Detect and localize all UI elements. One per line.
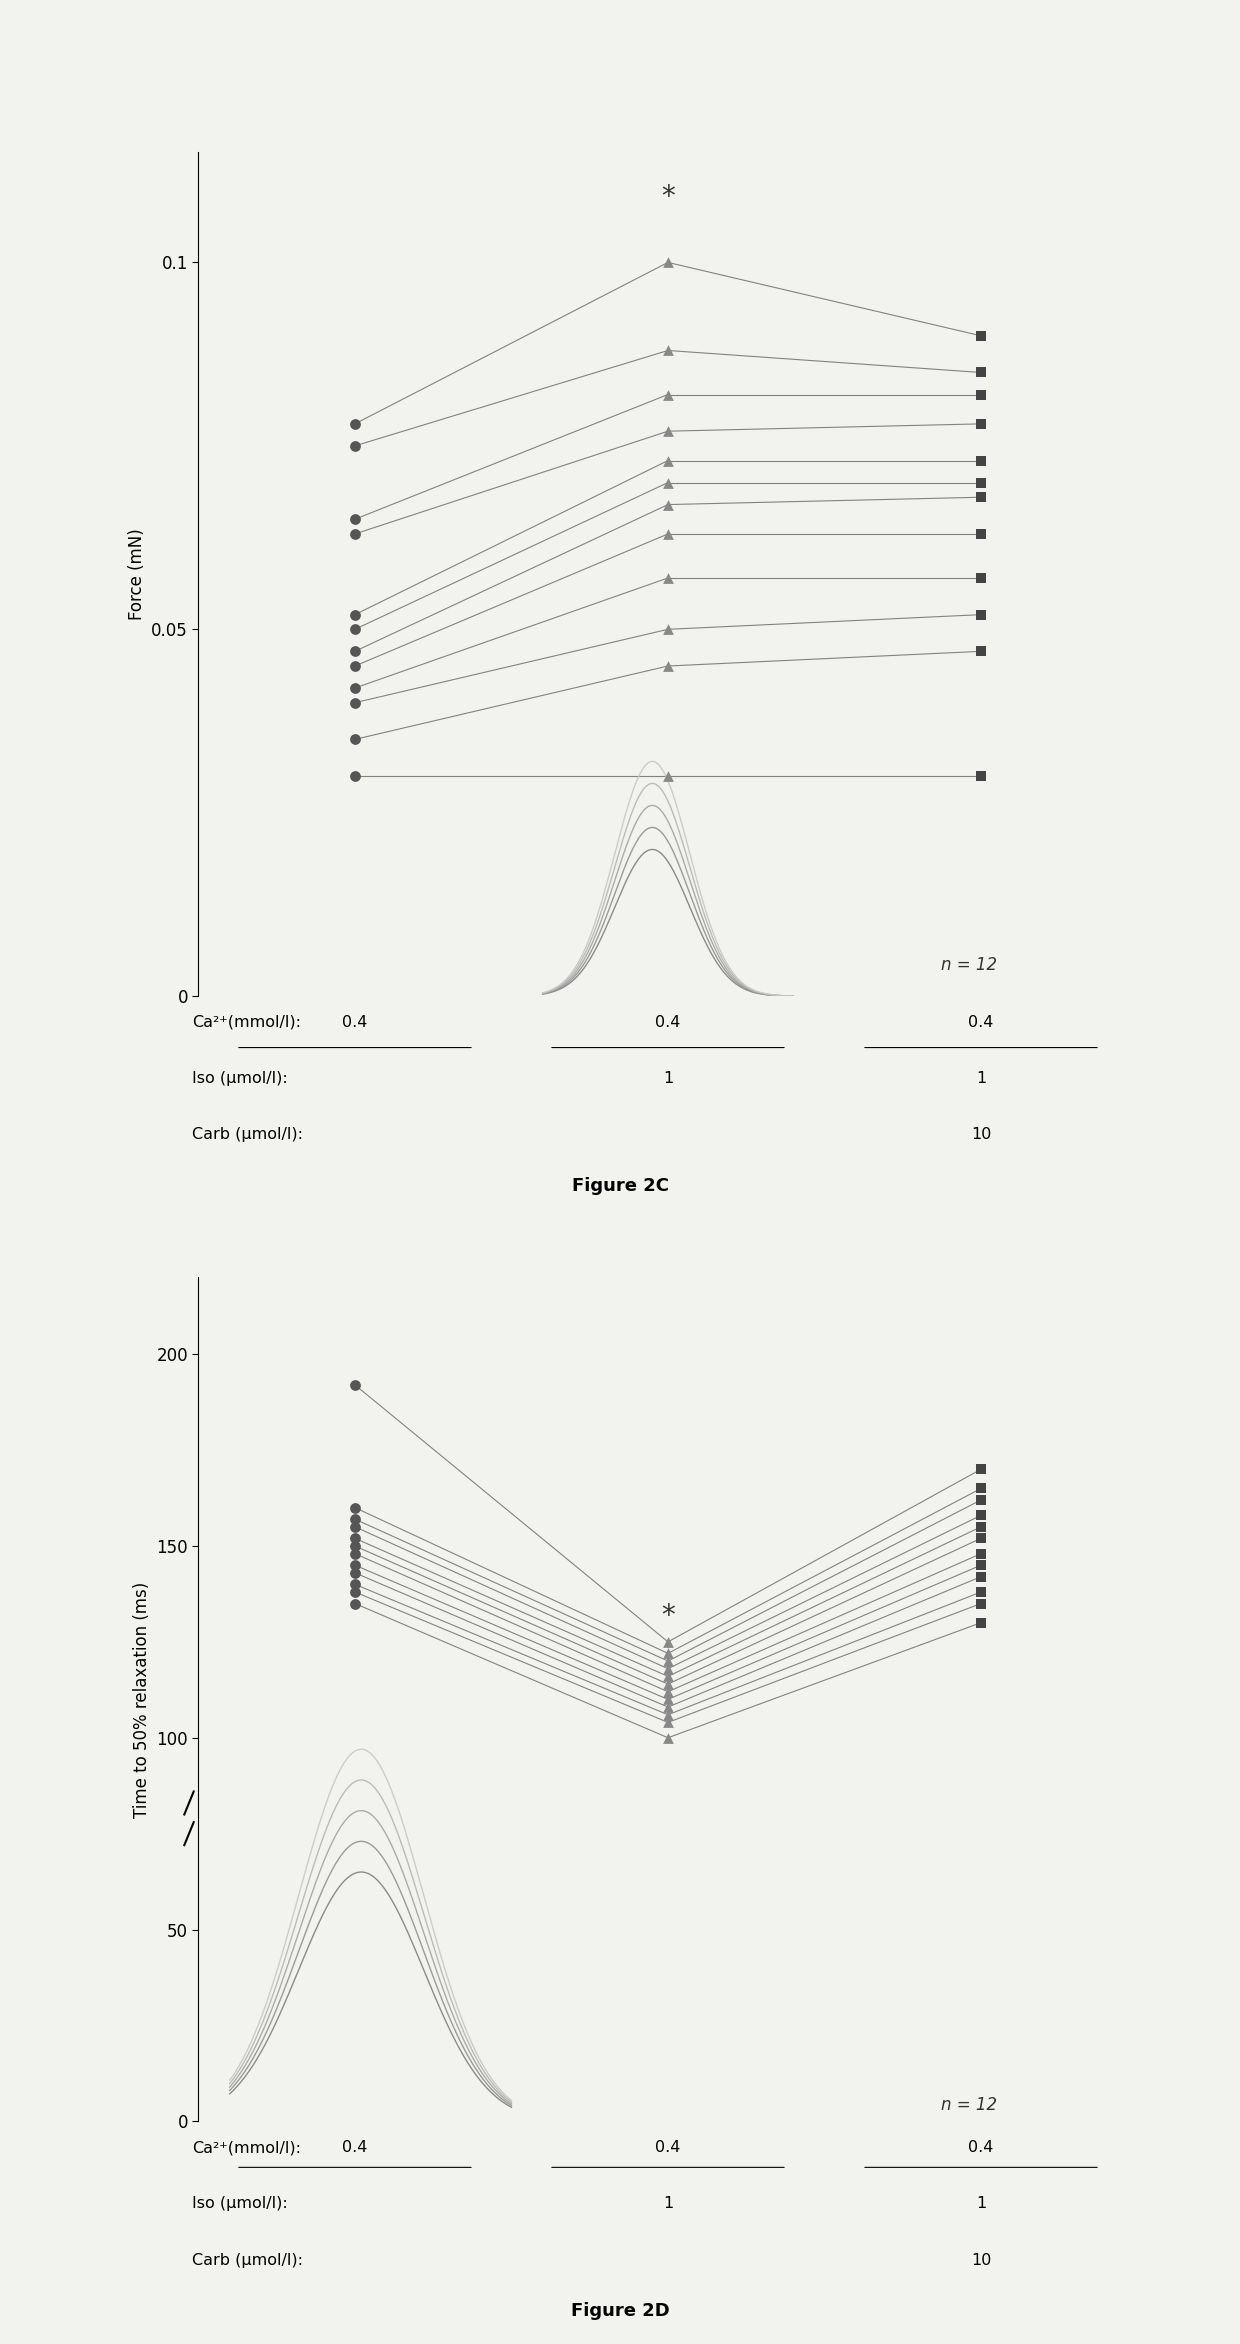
Text: *: * (661, 1603, 675, 1631)
Point (658, 413, 678, 450)
Point (658, 1657, 678, 1695)
Point (658, 516, 678, 553)
Y-axis label: Force (mN): Force (mN) (128, 527, 145, 621)
Point (658, 1688, 678, 1725)
Point (345, 684, 365, 722)
Point (658, 609, 678, 647)
Point (658, 375, 678, 413)
Point (658, 1622, 678, 1660)
Point (658, 1681, 678, 1718)
Text: Figure 2D: Figure 2D (570, 2302, 670, 2321)
Point (345, 1585, 365, 1622)
Text: Figure 2C: Figure 2C (572, 1177, 668, 1195)
Point (971, 1495, 991, 1533)
Point (345, 427, 365, 464)
Text: 1: 1 (663, 2196, 673, 2210)
Point (971, 516, 991, 553)
Point (345, 670, 365, 708)
Point (971, 633, 991, 670)
Point (971, 464, 991, 502)
Point (345, 1566, 365, 1603)
Point (971, 1603, 991, 1641)
Point (345, 1573, 365, 1610)
Point (658, 1643, 678, 1681)
Point (345, 720, 365, 757)
Text: 0.4: 0.4 (342, 1015, 367, 1029)
Point (971, 354, 991, 391)
Text: Ca²⁺(mmol/l):: Ca²⁺(mmol/l): (192, 2140, 301, 2154)
Text: 0.4: 0.4 (655, 2140, 681, 2154)
Point (971, 375, 991, 413)
Point (345, 1519, 365, 1556)
Point (345, 595, 365, 633)
Point (658, 1674, 678, 1711)
Point (971, 441, 991, 478)
Text: Carb (μmol/l):: Carb (μmol/l): (192, 2253, 304, 2267)
Point (345, 1535, 365, 1573)
Point (658, 441, 678, 478)
Text: 0.4: 0.4 (968, 2140, 993, 2154)
Point (345, 1500, 365, 1538)
Point (658, 757, 678, 795)
Point (345, 516, 365, 553)
Point (658, 485, 678, 523)
Point (971, 595, 991, 633)
Point (345, 609, 365, 647)
Point (971, 1470, 991, 1507)
Point (971, 1535, 991, 1573)
Text: 10: 10 (971, 2253, 991, 2267)
Point (971, 1451, 991, 1488)
Point (658, 1634, 678, 1671)
Point (658, 1664, 678, 1702)
Point (345, 757, 365, 795)
Point (345, 633, 365, 670)
Point (658, 1704, 678, 1742)
Text: 1: 1 (976, 1071, 986, 1085)
Point (971, 560, 991, 598)
Point (658, 1718, 678, 1756)
Point (971, 1559, 991, 1596)
Point (658, 333, 678, 370)
Text: n = 12: n = 12 (941, 956, 997, 975)
Point (658, 464, 678, 502)
Text: 0.4: 0.4 (655, 1015, 681, 1029)
Point (971, 1547, 991, 1585)
Point (971, 478, 991, 516)
Text: *: * (661, 183, 675, 211)
Point (345, 1488, 365, 1526)
Point (658, 647, 678, 684)
Text: 1: 1 (663, 1071, 673, 1085)
Text: 0.4: 0.4 (342, 2140, 367, 2154)
Point (971, 406, 991, 443)
Point (345, 502, 365, 539)
Point (971, 1573, 991, 1610)
Text: 10: 10 (971, 1127, 991, 1142)
Point (345, 1547, 365, 1585)
Text: 1: 1 (976, 2196, 986, 2210)
Text: Ca²⁺(mmol/l):: Ca²⁺(mmol/l): (192, 1015, 301, 1029)
Point (971, 1507, 991, 1545)
Point (971, 1585, 991, 1622)
Point (345, 1507, 365, 1545)
Text: n = 12: n = 12 (941, 2096, 997, 2114)
Text: Iso (μmol/l):: Iso (μmol/l): (192, 2196, 288, 2210)
Point (971, 757, 991, 795)
Text: 0.4: 0.4 (968, 1015, 993, 1029)
Point (658, 244, 678, 281)
Point (658, 1650, 678, 1688)
Point (658, 1697, 678, 1735)
Point (345, 1528, 365, 1566)
Text: Iso (μmol/l):: Iso (μmol/l): (192, 1071, 288, 1085)
Y-axis label: Time to 50% relaxation (ms): Time to 50% relaxation (ms) (133, 1582, 151, 1817)
Point (971, 316, 991, 354)
Point (345, 647, 365, 684)
Point (971, 1481, 991, 1519)
Text: Carb (μmol/l):: Carb (μmol/l): (192, 1127, 304, 1142)
Point (658, 560, 678, 598)
Point (971, 1519, 991, 1556)
Point (345, 1554, 365, 1592)
Point (345, 406, 365, 443)
Point (345, 1367, 365, 1404)
